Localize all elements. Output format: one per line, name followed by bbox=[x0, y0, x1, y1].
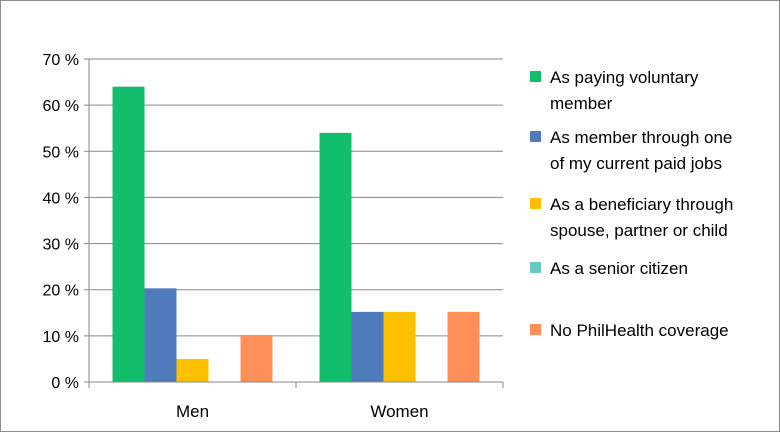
y-tick-label: 40 % bbox=[43, 190, 79, 207]
legend-label: of my current paid jobs bbox=[550, 154, 722, 173]
legend-label: spouse, partner or child bbox=[550, 221, 728, 240]
bar bbox=[383, 311, 416, 382]
legend-swatch bbox=[530, 262, 541, 273]
legend-swatch bbox=[530, 131, 541, 142]
bar bbox=[351, 311, 384, 382]
y-tick-label: 70 % bbox=[43, 52, 79, 69]
legend: As paying voluntary member As member throu… bbox=[530, 68, 733, 340]
legend-label: As a senior citizen bbox=[550, 259, 688, 278]
legend-swatch bbox=[530, 324, 541, 335]
x-tick-label: Women bbox=[370, 402, 428, 421]
y-tick-label: 50 % bbox=[43, 144, 79, 161]
legend-label: member bbox=[550, 94, 613, 113]
y-tick-label: 10 % bbox=[43, 329, 79, 346]
x-tick-labels: Men Women bbox=[176, 402, 429, 421]
legend-label: As member through one bbox=[550, 128, 732, 147]
legend-swatch bbox=[530, 198, 541, 209]
y-tick-labels: 0 % 10 % 20 % 30 % 40 % 50 % 60 % 70 % bbox=[43, 52, 79, 392]
legend-label: No PhilHealth coverage bbox=[550, 321, 729, 340]
legend-label: As paying voluntary bbox=[550, 68, 699, 87]
bar bbox=[144, 288, 177, 382]
bar bbox=[447, 311, 480, 382]
legend-label: As a beneficiary through bbox=[550, 195, 733, 214]
x-tick-label: Men bbox=[176, 402, 209, 421]
legend-swatch bbox=[530, 71, 541, 82]
y-tick-label: 20 % bbox=[43, 283, 79, 300]
y-tick-label: 30 % bbox=[43, 237, 79, 254]
bar bbox=[240, 334, 273, 382]
bar bbox=[176, 358, 209, 382]
axes bbox=[84, 58, 504, 388]
bar bbox=[319, 132, 352, 382]
y-tick-label: 60 % bbox=[43, 98, 79, 115]
bar bbox=[112, 86, 145, 382]
bars bbox=[112, 86, 480, 382]
y-tick-label: 0 % bbox=[51, 375, 79, 392]
